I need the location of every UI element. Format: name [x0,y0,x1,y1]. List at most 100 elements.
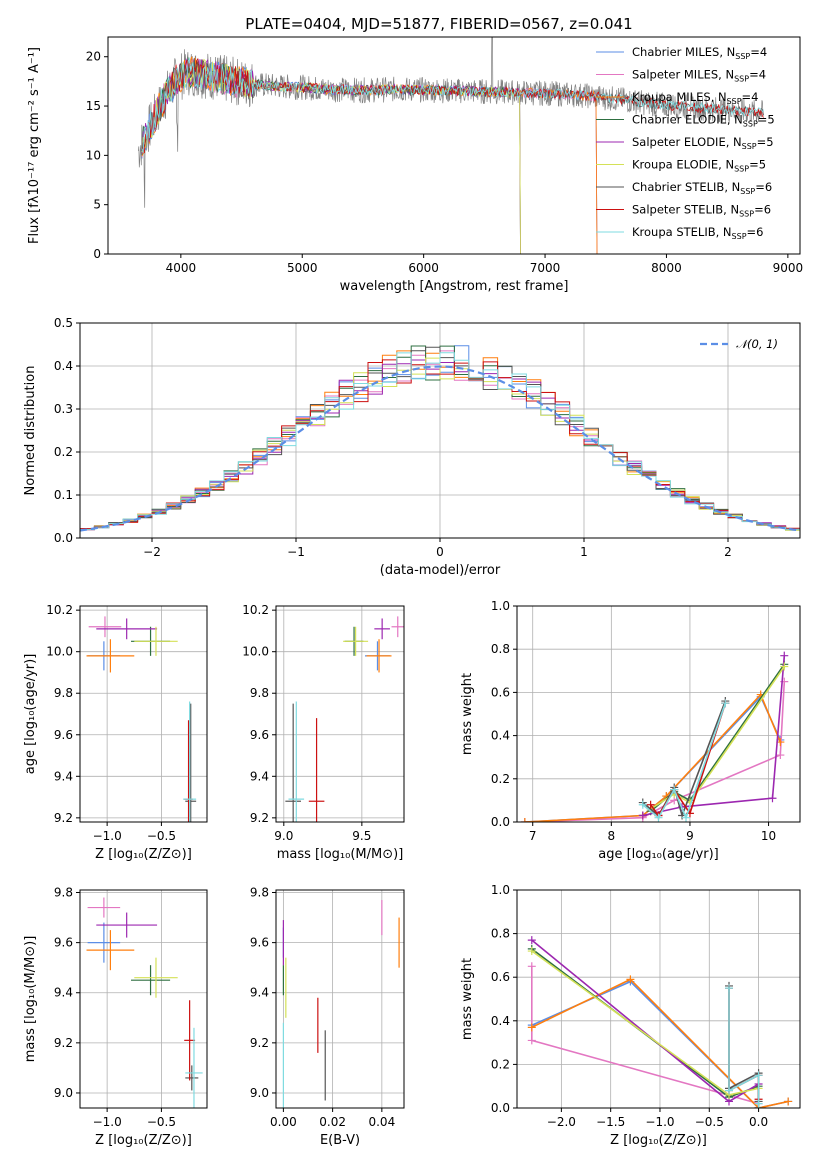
spectrum-frame [107,36,801,255]
residuals-axes: −2 −1 0 1 2 0.0 0.1 0.2 0.3 0.4 0.5 (data-model)/er… [23,316,801,578]
errorbar-salpeter-stelib [184,1000,196,1081]
mass-age-plot [285,616,404,822]
z-weight-ytick-label: 0.2 [491,1057,510,1071]
legend-entry-label: Chabrier STELIB, NSSP=6 [632,180,772,196]
legend-subscript: SSP [742,142,757,151]
legend-subscript: SSP [727,97,742,106]
weight-point-marker [725,1086,734,1095]
weight-kroupa-miles-line [531,978,789,1108]
weight-point-marker [784,1097,793,1106]
spectrum-ytick-label: 20 [86,50,101,64]
legend-entry-label: Kroupa STELIB, NSSP=6 [632,225,763,241]
residuals-frame [79,322,801,539]
weight-point-marker [780,651,789,660]
weight-chabrier-stelib-line [642,700,727,819]
errorbar-salpeter-miles [391,616,404,638]
weight-point-marker [527,962,536,971]
z-weight-frame [516,889,801,1109]
residuals-ylabel: Normed distribution [23,366,38,496]
observed-spectrum-line [138,37,764,208]
z-mass-axes: −1.0 −0.5 9.0 9.2 9.4 9.6 9.8 Z [log₁₀(Z/Z⊙)] ma… [23,886,208,1148]
legend-subscript: SSP [740,187,755,196]
histogram-step-kroupa-stelib [80,352,800,530]
residuals-xtick-label: 0 [436,545,444,559]
spectrum-ytick-label: 0 [93,247,101,261]
ebv-mass-plot [282,900,400,1108]
z-weight-axes: −2.0 −1.5 −1.0 −0.5 0.0 0.0 0.2 0.4 0.6 0.8 1.0 Z [… [460,883,801,1148]
z-age-ytick-label: 9.8 [54,686,73,700]
z-mass-xtick-label: −1.0 [93,1115,122,1129]
weight-point-marker [638,800,647,809]
z-weight-ytick-label: 0.4 [491,1014,510,1028]
mass-age-xlabel: mass [log₁₀(M/M⊙)] [277,847,404,862]
ebv-mass-xtick-label: 0.02 [319,1115,346,1129]
weight-point-marker [527,1023,536,1032]
z-age-ytick-label: 10.0 [46,645,73,659]
legend-nssp: =4 [749,68,766,82]
z-weight-xtick-label: −1.5 [596,1115,625,1129]
errorbar-kroupa-stelib [288,701,305,822]
residuals-plot [80,345,800,532]
ebv-mass-xlabel: E(B-V) [320,1133,360,1148]
age-weight-xtick-label: 9 [686,829,694,843]
spectrum-xtick-label: 5000 [287,261,318,275]
age-weight-frame [516,605,801,823]
normal-curve-line [80,365,800,532]
errorbar-salpeter-elodie [96,912,158,938]
weight-kroupa-stelib-line [728,988,760,1104]
age-weight-xtick-label: 8 [608,829,616,843]
residuals-ytick-label: 0.2 [54,445,73,459]
weight-point-marker [520,818,529,822]
spectrum-ytick-label: 15 [86,99,101,113]
z-age-plot [86,616,197,822]
weight-point-marker [626,975,635,984]
residuals-xlabel: (data-model)/error [380,563,501,578]
errorbar-chabrier-stelib [185,1065,199,1091]
errorbar-salpeter-stelib [308,718,325,822]
legend-subscript: SSP [739,210,754,219]
residuals-ytick-label: 0.1 [54,488,73,502]
weight-point-marker [646,800,655,809]
mass-age-ytick-label: 9.2 [250,811,269,825]
legend-subscript: SSP [732,232,747,241]
ebv-mass-ytick-label: 9.2 [250,1036,269,1050]
spectrum-plot [138,37,764,254]
z-weight-ytick-label: 0.0 [491,1101,510,1115]
weight-point-marker [780,662,789,671]
weight-salpeter-miles-line [531,966,760,1108]
errorbar-chabrier-elodie [131,965,171,996]
age-weight-xtick-label: 7 [529,829,537,843]
errorbar-salpeter-elodie [374,618,390,640]
age-weight-ytick-label: 0.8 [491,642,510,656]
spectrum-axes: 4000 5000 6000 7000 8000 9000 0 5 10 15 20 waveleng… [27,36,803,294]
ebv-mass-axes: 0.00 0.02 0.04 9.0 9.2 9.4 9.6 9.8 E(B-V) [250,886,405,1148]
legend-subscript: SSP [743,120,758,129]
legend-entry-label: Chabrier MILES, NSSP=4 [632,45,767,61]
z-weight-ytick-label: 1.0 [491,883,510,897]
spectrum-xtick-label: 6000 [408,261,439,275]
legend-nssp: =5 [757,135,774,149]
mass-age-ytick-label: 10.2 [242,603,269,617]
figure-title: PLATE=0404, MJD=51877, FIBERID=0567, z=0… [245,15,632,33]
z-age-ytick-label: 9.4 [54,769,73,783]
weight-point-marker [682,813,691,822]
errorbar-chabrier-stelib [285,703,301,822]
z-age-ytick-label: 9.6 [54,728,73,742]
residuals-ytick-label: 0.5 [54,316,73,330]
spectrum-ylabel: Flux [fλ10⁻¹⁷ erg cm⁻² s⁻¹ A⁻¹] [27,47,42,244]
residuals-xtick-label: −1 [287,545,305,559]
weight-point-marker [654,813,663,822]
age-weight-ytick-label: 0.0 [491,815,510,829]
weight-point-marker [638,811,647,820]
residuals-xtick-label: −2 [143,545,161,559]
weight-point-marker [721,699,730,708]
errorbar-kroupa-elodie [343,626,369,656]
mass-age-ytick-label: 10.0 [242,645,269,659]
spectrum-ytick-label: 5 [93,198,101,212]
age-weight-ytick-label: 0.4 [491,729,510,743]
weight-point-marker [527,947,536,956]
z-weight-xtick-label: −0.5 [695,1115,724,1129]
age-weight-ytick-label: 1.0 [491,599,510,613]
ebv-mass-ytick-label: 9.6 [250,936,269,950]
errorbar-chabrier-miles [87,922,121,963]
